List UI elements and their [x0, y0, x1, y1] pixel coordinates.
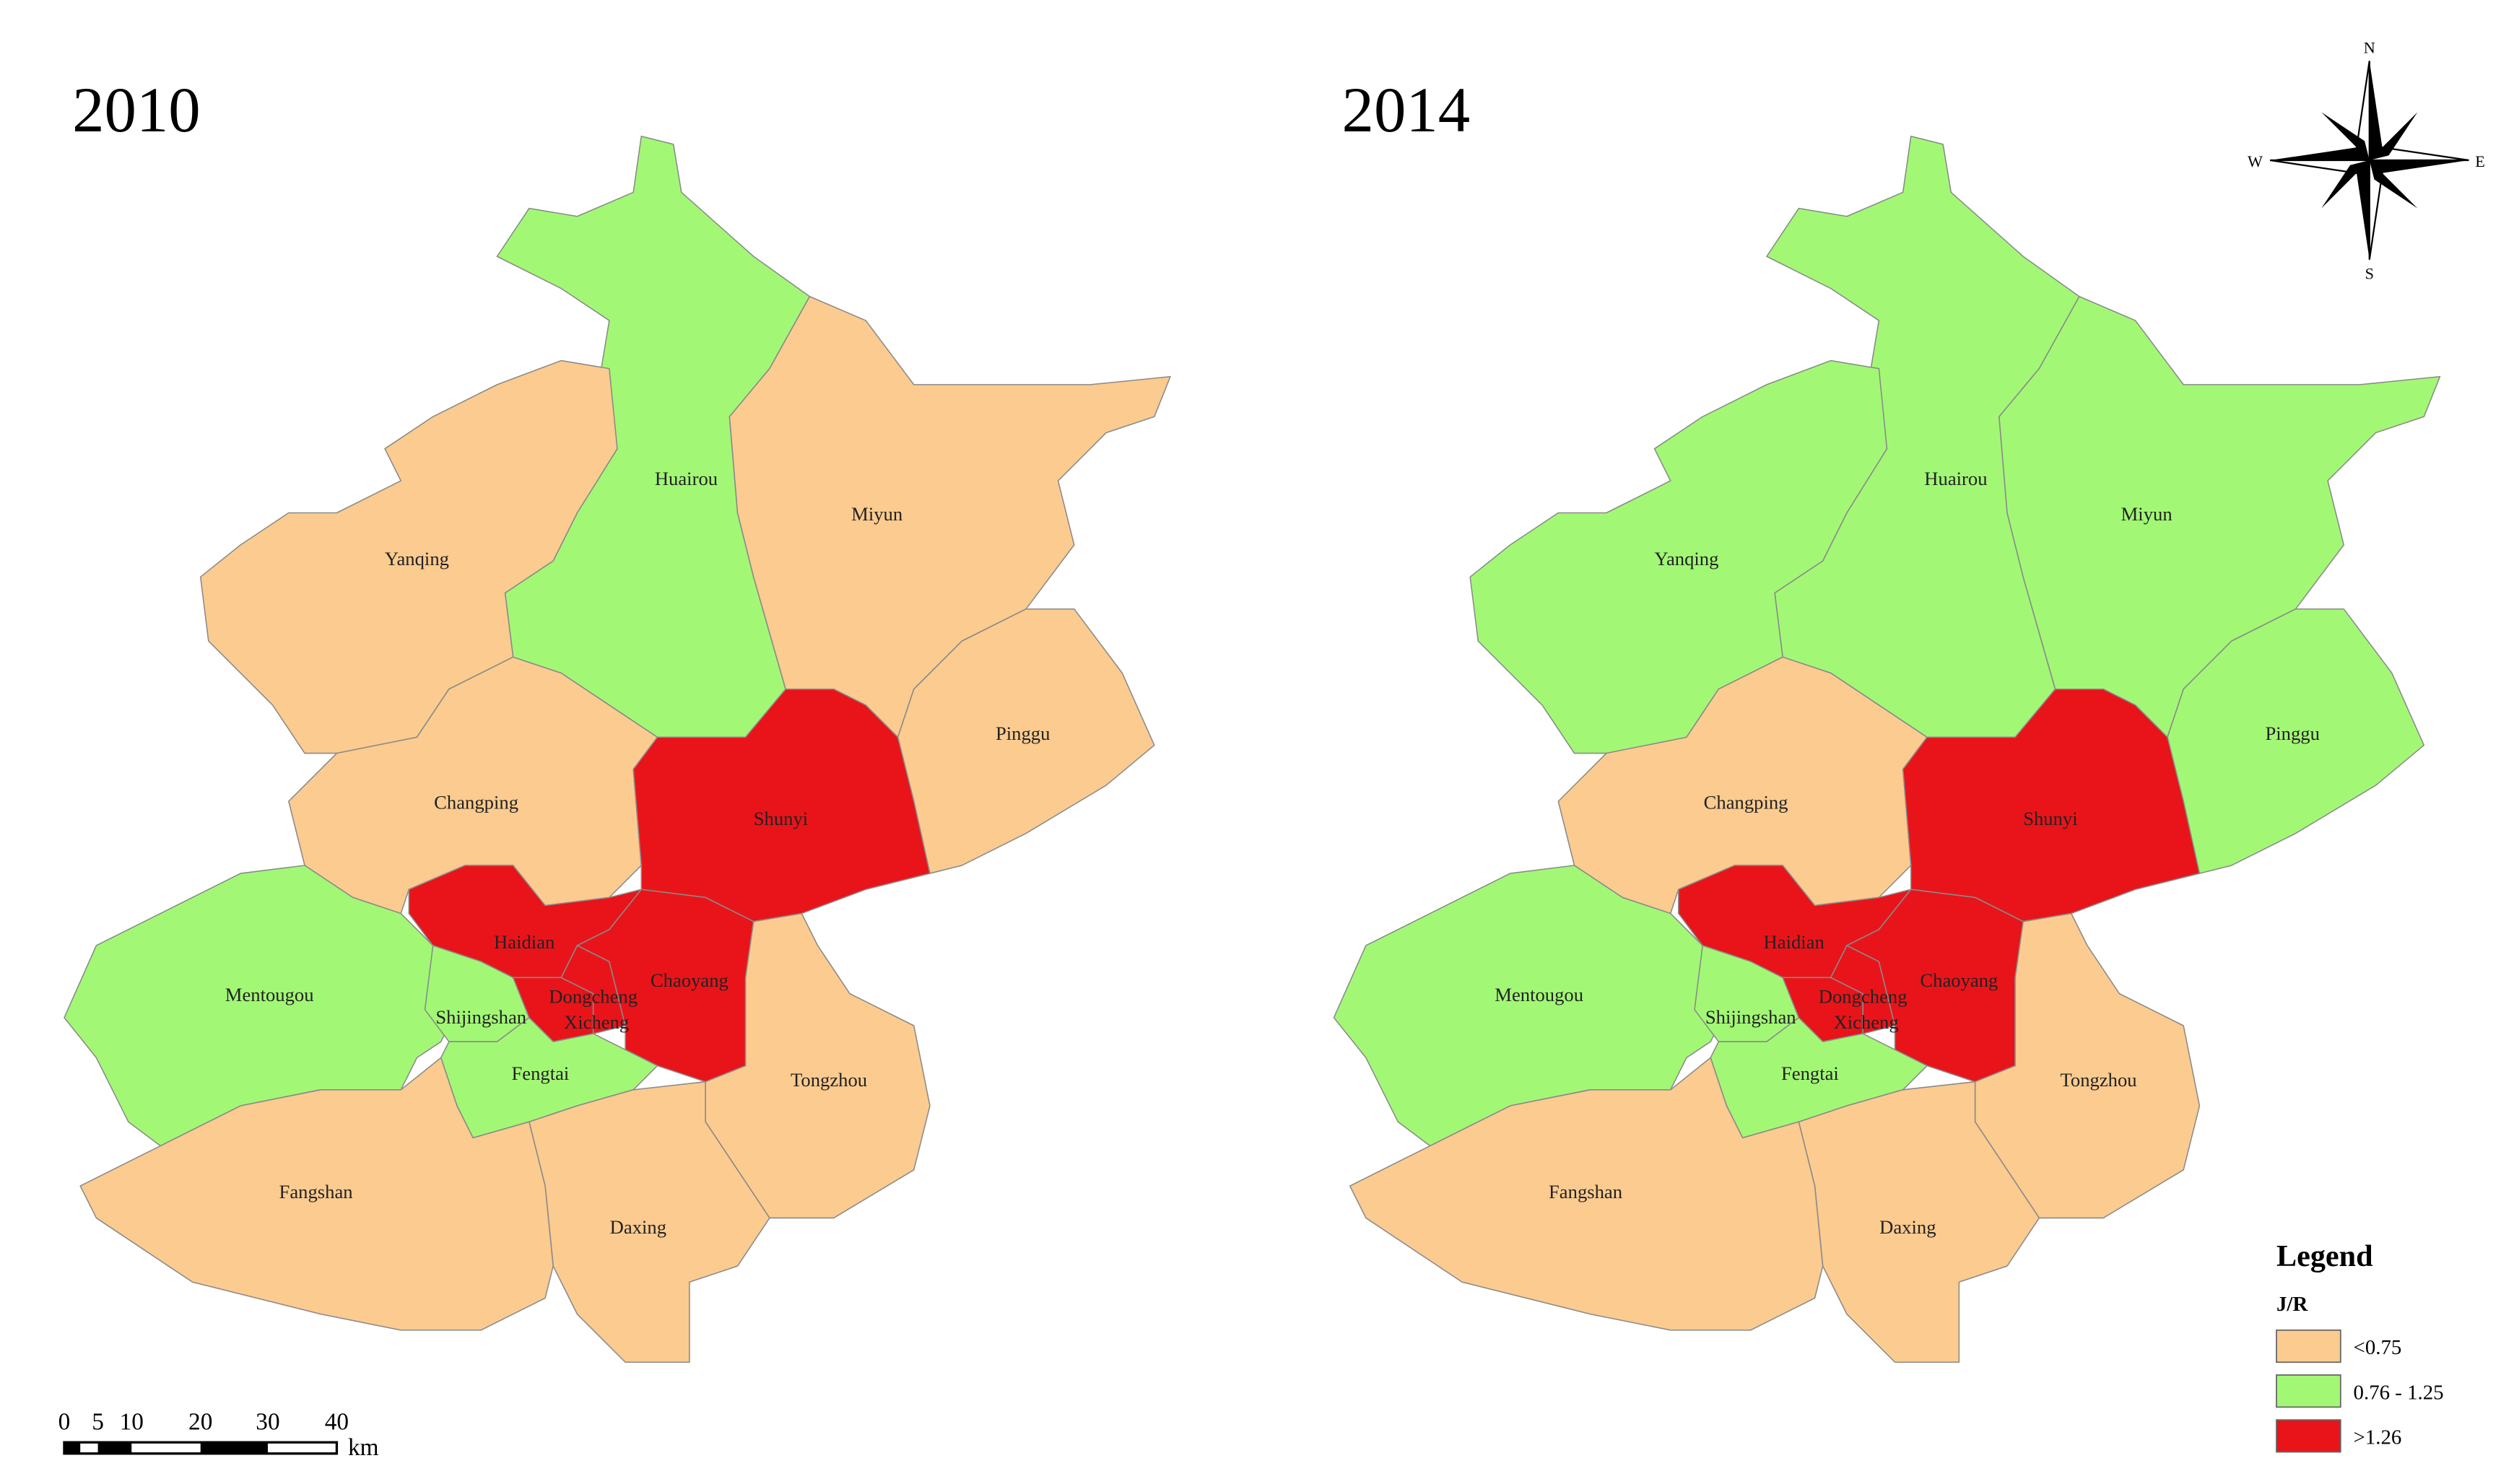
district-label: Tongzhou: [791, 1069, 867, 1091]
legend-swatch: [2276, 1419, 2341, 1453]
district-label: Pinggu: [2265, 723, 2319, 744]
scale-labels: 0 5 10 20 30 40: [58, 1409, 349, 1436]
legend-swatch: [2276, 1374, 2341, 1408]
map-panel: 2014 Huairou Yanqing Miyun Pinggu Changping Sh…: [1333, 75, 2441, 1363]
compass-arm: [2270, 147, 2370, 161]
district: [2167, 608, 2425, 874]
compass-w: W: [2248, 152, 2263, 170]
compass-arm: [2369, 61, 2383, 161]
district-label: Miyun: [2121, 503, 2172, 525]
compass-arm: [2357, 160, 2370, 260]
map-title: 2010: [72, 75, 201, 146]
legend-label: >1.26: [2354, 1426, 2402, 1449]
district-label: Mentougou: [225, 984, 314, 1005]
legend-items: <0.75 0.76 - 1.25 >1.26: [2276, 1329, 2444, 1453]
map-panel: 2010 Huairou Yanqing Miyun Pinggu Changping Sh…: [64, 75, 1171, 1363]
district-label: Tongzhou: [2060, 1069, 2136, 1091]
scale-label: 5: [92, 1409, 104, 1436]
district-label: Yanqing: [1654, 548, 1718, 569]
district-label: Pinggu: [996, 723, 1050, 744]
district: [1974, 912, 2201, 1219]
district-label: Changping: [434, 792, 518, 813]
scale-label: 0: [58, 1409, 71, 1436]
district-label: Yanqing: [385, 548, 449, 569]
scale-label: 10: [120, 1409, 144, 1436]
compass-s: S: [2365, 264, 2374, 282]
district-label: Fangshan: [279, 1181, 353, 1203]
district-label: Changping: [1704, 792, 1788, 813]
district-label: Fengtai: [1781, 1062, 1839, 1084]
district-label: Shijingshan: [435, 1006, 526, 1028]
legend-swatch: [2276, 1329, 2341, 1363]
district-label: Dongcheng: [1819, 985, 1908, 1007]
district: [632, 688, 931, 922]
district: [1349, 1057, 1824, 1331]
district-label: Daxing: [1879, 1216, 1936, 1238]
district-label: Fengtai: [511, 1062, 569, 1084]
scale-segment: [200, 1442, 268, 1454]
district-label: Chaoyang: [1920, 969, 1998, 991]
compass-e: E: [2475, 152, 2485, 170]
district: [1902, 688, 2201, 922]
district-label: Mentougou: [1495, 984, 1583, 1005]
district-label: Huairou: [655, 468, 718, 489]
scale-label: 20: [188, 1409, 212, 1436]
legend-label: <0.75: [2354, 1336, 2402, 1359]
scale-segment: [64, 1442, 81, 1454]
district-label: Dongcheng: [549, 985, 638, 1007]
district-label: Huairou: [1924, 468, 1987, 489]
maps: 2010 Huairou Yanqing Miyun Pinggu Changping Sh…: [64, 75, 2441, 1363]
district-labels: Huairou Yanqing Miyun Pinggu Changping Shunyi…: [1495, 468, 2320, 1238]
district-label: Haidian: [494, 931, 554, 953]
district: [79, 1057, 554, 1331]
map-title: 2014: [1342, 75, 1471, 146]
district-label: Shunyi: [754, 808, 808, 829]
district-label: Shijingshan: [1705, 1006, 1796, 1028]
district: [1469, 359, 1888, 754]
district-label: Chaoyang: [651, 969, 728, 991]
compass-arm: [2369, 160, 2418, 209]
compass-arm: [2369, 160, 2469, 173]
compass: N S E W: [2248, 38, 2485, 282]
district: [705, 912, 931, 1219]
scale-unit: km: [348, 1434, 379, 1461]
district-label: Fangshan: [1549, 1181, 1622, 1203]
legend-field: J/R: [2276, 1293, 2308, 1316]
scale-label: 30: [256, 1409, 279, 1436]
legend-label: 0.76 - 1.25: [2354, 1381, 2444, 1404]
compass-n: N: [2364, 38, 2375, 56]
district-label: Xicheng: [564, 1011, 629, 1033]
district-labels: Huairou Yanqing Miyun Pinggu Changping Shunyi…: [225, 468, 1051, 1238]
district-label: Xicheng: [1833, 1011, 1898, 1033]
district-label: Daxing: [610, 1216, 666, 1238]
scale-label: 40: [325, 1409, 349, 1436]
scale-segment: [97, 1442, 132, 1454]
district-label: Haidian: [1764, 931, 1824, 953]
districts: [1333, 135, 2441, 1363]
district-label: Shunyi: [2023, 808, 2077, 829]
district: [897, 608, 1155, 874]
district: [529, 1081, 770, 1363]
scale-bar: 0 5 10 20 30 40 km: [58, 1409, 379, 1462]
district-label: Miyun: [851, 503, 902, 525]
district: [1798, 1081, 2040, 1363]
district: [199, 359, 618, 754]
districts: [64, 135, 1171, 1363]
legend-title: Legend: [2276, 1239, 2373, 1273]
compass-arm: [2369, 112, 2418, 161]
legend: Legend J/R <0.75 0.76 - 1.25 >1.26: [2276, 1239, 2444, 1453]
